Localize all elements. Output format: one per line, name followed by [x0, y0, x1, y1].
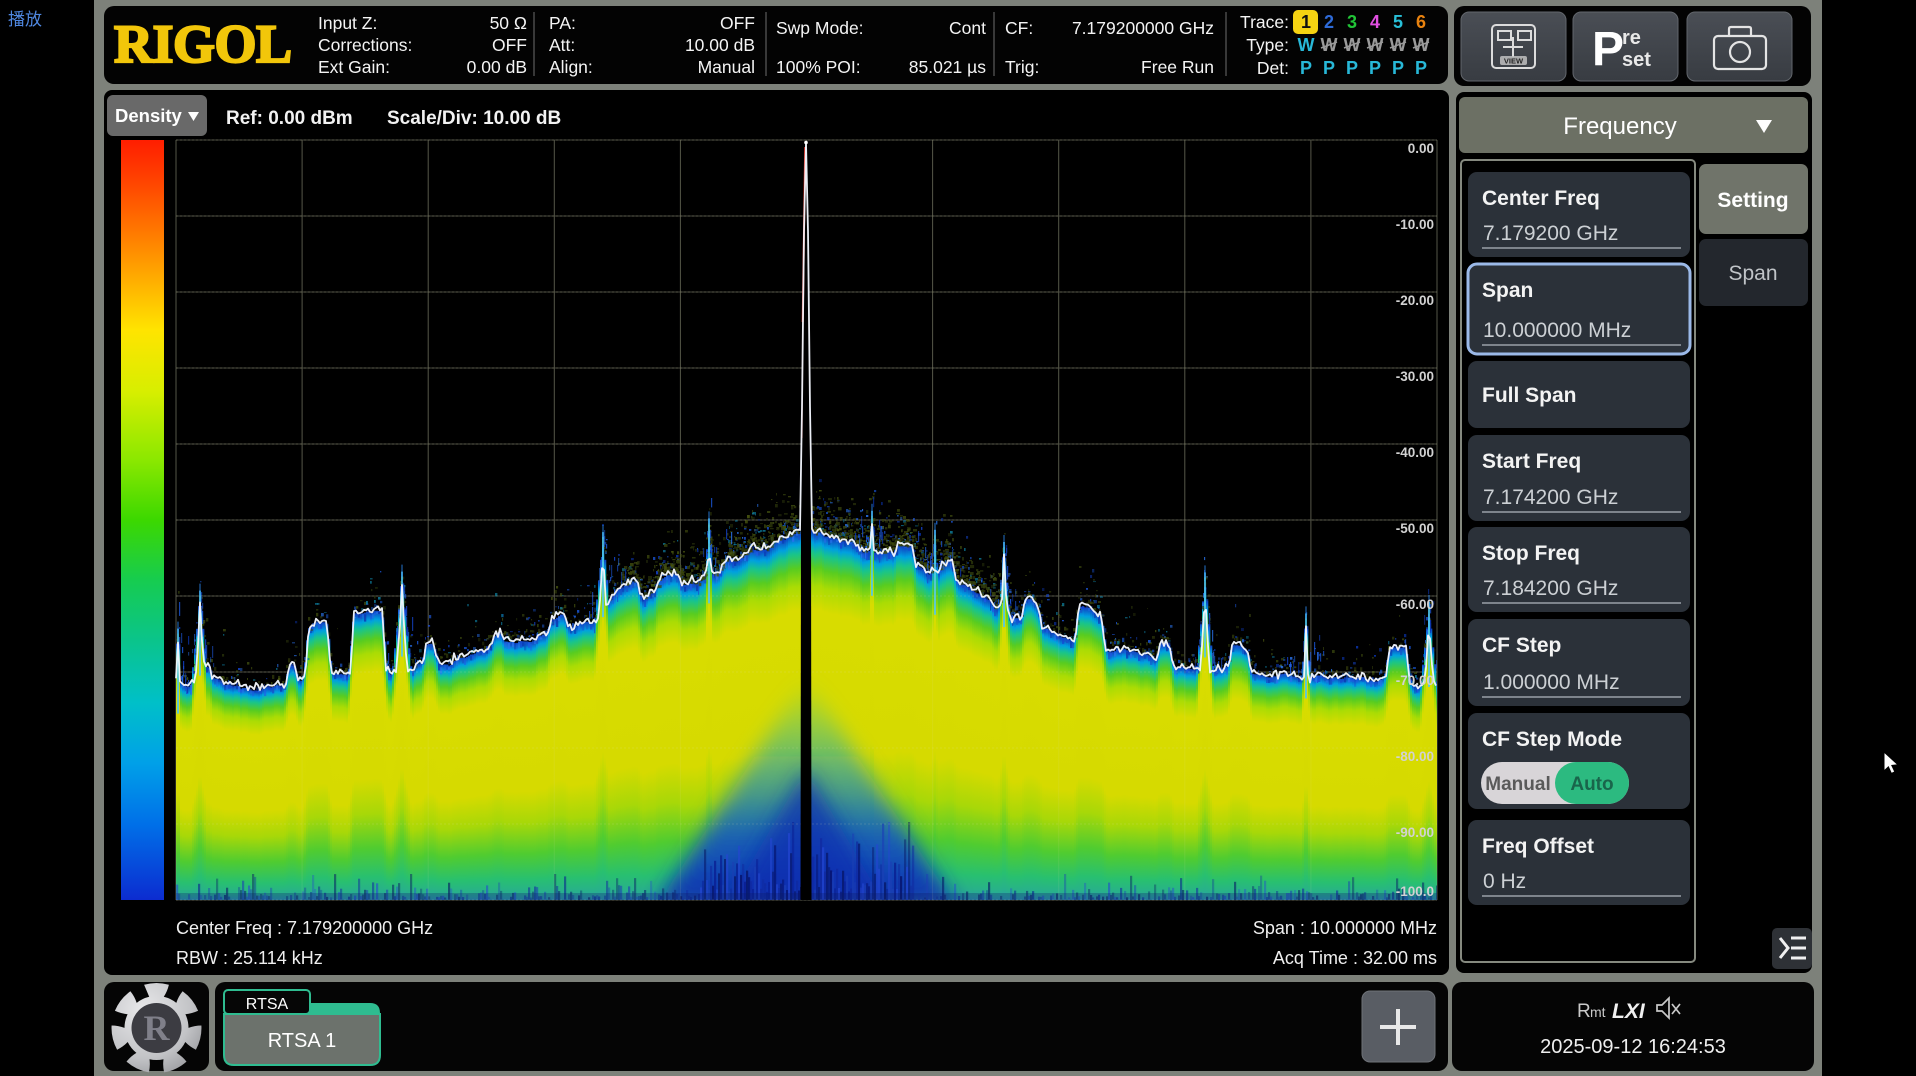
svg-text:Span : 10.000000 MHz: Span : 10.000000 MHz: [1253, 918, 1437, 938]
svg-text:1.000000 MHz: 1.000000 MHz: [1483, 671, 1620, 694]
svg-text:-50.00: -50.00: [1396, 521, 1434, 536]
svg-text:OFF: OFF: [492, 35, 527, 55]
svg-text:mt: mt: [1590, 1004, 1606, 1020]
svg-text:Manual: Manual: [698, 57, 755, 77]
svg-text:3: 3: [1347, 12, 1357, 32]
svg-text:Swp Mode:: Swp Mode:: [776, 18, 864, 38]
svg-text:Stop Freq: Stop Freq: [1482, 542, 1580, 565]
svg-text:Input Z:: Input Z:: [318, 13, 377, 33]
svg-text:10.00 dB: 10.00 dB: [685, 35, 755, 55]
svg-text:Trig:: Trig:: [1005, 57, 1039, 77]
svg-text:Manual: Manual: [1485, 774, 1550, 795]
svg-text:P: P: [1592, 23, 1624, 76]
svg-text:7.179200 GHz: 7.179200 GHz: [1483, 222, 1618, 245]
svg-text:0.00 dB: 0.00 dB: [467, 57, 527, 77]
svg-text:2: 2: [1324, 12, 1334, 32]
svg-text:Type:: Type:: [1246, 35, 1289, 55]
svg-text:CF Step Mode: CF Step Mode: [1482, 728, 1622, 751]
svg-text:Align:: Align:: [549, 57, 593, 77]
svg-text:-80.00: -80.00: [1396, 749, 1434, 764]
svg-text:Free Run: Free Run: [1141, 57, 1214, 77]
svg-text:VIEW: VIEW: [1504, 57, 1524, 66]
svg-text:RTSA 1: RTSA 1: [268, 1030, 337, 1052]
svg-text:LXI: LXI: [1612, 1000, 1646, 1023]
svg-text:Center Freq : 7.179200000 GHz: Center Freq : 7.179200000 GHz: [176, 918, 433, 938]
svg-text:R: R: [1577, 1001, 1591, 1022]
svg-text:CF:: CF:: [1005, 18, 1033, 38]
svg-text:-100.0: -100.0: [1396, 884, 1434, 899]
svg-text:-20.00: -20.00: [1396, 293, 1434, 308]
svg-text:P: P: [1415, 58, 1427, 78]
svg-text:0 Hz: 0 Hz: [1483, 870, 1526, 893]
svg-text:6: 6: [1416, 12, 1426, 32]
svg-text:Auto: Auto: [1570, 774, 1613, 795]
svg-text:Ref: 0.00 dBm: Ref: 0.00 dBm: [226, 108, 353, 129]
svg-text:Span: Span: [1728, 262, 1777, 285]
svg-text:re: re: [1622, 27, 1641, 49]
svg-text:W: W: [1298, 35, 1315, 55]
svg-text:Det:: Det:: [1257, 58, 1289, 78]
svg-text:P: P: [1346, 58, 1358, 78]
svg-text:Full Span: Full Span: [1482, 384, 1577, 407]
svg-text:-10.00: -10.00: [1396, 217, 1434, 232]
svg-text:PA:: PA:: [549, 13, 576, 33]
svg-text:P: P: [1392, 58, 1404, 78]
svg-text:5: 5: [1393, 12, 1403, 32]
svg-text:85.021 µs: 85.021 µs: [909, 57, 986, 77]
svg-text:Cont: Cont: [949, 18, 986, 38]
svg-text:P: P: [1323, 58, 1335, 78]
svg-text:7.184200 GHz: 7.184200 GHz: [1483, 577, 1618, 600]
svg-text:Center Freq: Center Freq: [1482, 187, 1600, 210]
svg-text:Frequency: Frequency: [1563, 113, 1676, 140]
svg-text:Acq Time : 32.00 ms: Acq Time : 32.00 ms: [1273, 948, 1437, 968]
svg-text:10.000000 MHz: 10.000000 MHz: [1483, 319, 1631, 342]
svg-text:-90.00: -90.00: [1396, 825, 1434, 840]
svg-text:Ext Gain:: Ext Gain:: [318, 57, 390, 77]
svg-text:Att:: Att:: [549, 35, 575, 55]
svg-text:Trace:: Trace:: [1240, 12, 1289, 32]
svg-text:Freq Offset: Freq Offset: [1482, 835, 1594, 858]
svg-text:7.179200000 GHz: 7.179200000 GHz: [1072, 18, 1214, 38]
svg-text:-30.00: -30.00: [1396, 369, 1434, 384]
svg-text:-60.00: -60.00: [1396, 597, 1434, 612]
svg-text:Scale/Div: 10.00 dB: Scale/Div: 10.00 dB: [387, 108, 561, 129]
svg-text:set: set: [1622, 49, 1651, 71]
svg-text:播放: 播放: [8, 10, 42, 29]
svg-text:P: P: [1300, 58, 1312, 78]
svg-text:-70.00: -70.00: [1396, 673, 1434, 688]
svg-text:OFF: OFF: [720, 13, 755, 33]
svg-text:Density: Density: [115, 105, 183, 126]
svg-text:Start Freq: Start Freq: [1482, 450, 1581, 473]
svg-text:-40.00: -40.00: [1396, 445, 1434, 460]
svg-text:P: P: [1369, 58, 1381, 78]
svg-text:Setting: Setting: [1717, 189, 1788, 212]
svg-text:100% POI:: 100% POI:: [776, 57, 861, 77]
svg-text:R: R: [144, 1008, 171, 1048]
svg-text:RTSA: RTSA: [246, 996, 289, 1013]
svg-text:CF Step: CF Step: [1482, 634, 1561, 657]
svg-text:RBW : 25.114 kHz: RBW : 25.114 kHz: [176, 948, 323, 968]
svg-text:7.174200 GHz: 7.174200 GHz: [1483, 486, 1618, 509]
svg-text:Corrections:: Corrections:: [318, 35, 412, 55]
svg-text:Span: Span: [1482, 279, 1533, 302]
svg-text:RIGOL: RIGOL: [114, 14, 292, 74]
svg-text:1: 1: [1301, 12, 1311, 32]
svg-text:0.00: 0.00: [1408, 141, 1434, 156]
svg-text:2025-09-12 16:24:53: 2025-09-12 16:24:53: [1540, 1036, 1726, 1058]
svg-text:4: 4: [1370, 12, 1380, 32]
svg-text:50 Ω: 50 Ω: [490, 13, 527, 33]
